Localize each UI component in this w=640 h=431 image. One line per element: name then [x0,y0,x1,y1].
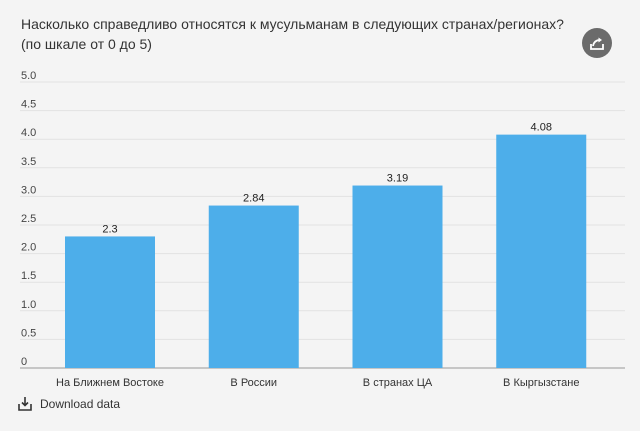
x-tick-label: В Кыргызстане [503,377,579,389]
share-icon [590,37,604,50]
y-tick-label: 5.0 [21,70,36,82]
download-label: Download data [40,397,121,411]
x-tick-label: На Ближнем Востоке [56,377,164,389]
y-tick-label: 0 [21,356,27,368]
y-tick-label: 2.0 [21,242,36,254]
x-tick-label: В странах ЦА [363,377,433,389]
y-tick-label: 3.5 [21,156,36,168]
bar[interactable] [208,205,299,368]
bar-value-label: 2.84 [243,193,264,205]
share-button[interactable] [582,28,612,58]
y-axis: 0 0.5 1.0 1.5 2.0 2.5 3.0 3.5 4.0 4.5 5.0 [21,70,36,368]
download-data-button[interactable]: Download data [18,396,120,412]
bar[interactable] [352,185,443,368]
y-tick-label: 1.0 [21,299,36,311]
x-tick-label: В России [230,377,277,389]
bar-value-label: 4.08 [531,122,552,134]
x-axis: На Ближнем Востоке В России В странах ЦА В … [56,377,579,389]
bar-value-label: 3.19 [387,173,408,185]
y-tick-label: 2.5 [21,213,36,225]
y-tick-label: 1.5 [21,270,36,282]
y-tick-label: 0.5 [21,327,36,339]
bar[interactable] [496,134,587,368]
bar-value-label: 2.3 [102,223,117,235]
y-tick-label: 4.0 [21,127,36,139]
chart-title: Насколько справедливо относятся к мусуль… [21,16,564,52]
y-tick-label: 3.0 [21,184,36,196]
download-icon [18,397,32,411]
value-labels: 2.3 2.84 3.19 4.08 [102,122,552,236]
bars [65,134,587,368]
bar[interactable] [65,236,155,368]
bar-chart: 0 0.5 1.0 1.5 2.0 2.5 3.0 3.5 4.0 4.5 5.0 2.3 2.84 3… [20,70,625,389]
y-tick-label: 4.5 [21,99,36,111]
